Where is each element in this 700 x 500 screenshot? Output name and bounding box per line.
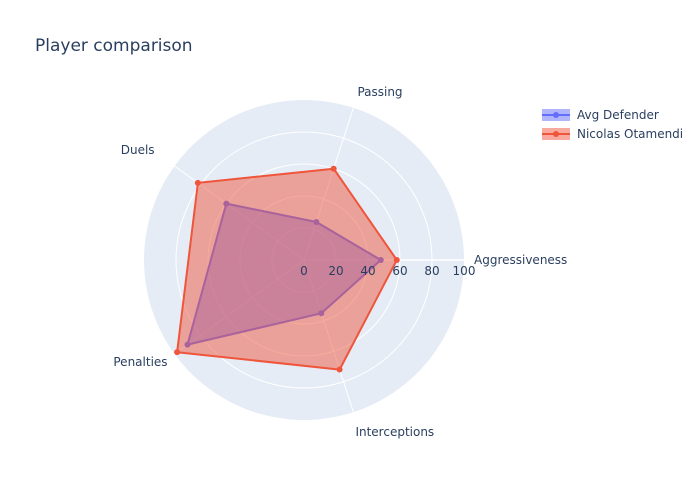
axis-label-aggressiveness: Aggressiveness — [474, 253, 567, 267]
series-area-1 — [176, 167, 398, 371]
radial-tick-label: 60 — [392, 264, 407, 278]
data-point — [336, 366, 343, 373]
axis-label-penalties: Penalties — [113, 355, 167, 369]
legend-marker — [553, 112, 559, 118]
legend-marker — [553, 131, 559, 137]
legend-item[interactable]: Nicolas Otamendi — [542, 127, 683, 141]
axis-label-passing: Passing — [357, 85, 402, 99]
axis-label-interceptions: Interceptions — [355, 425, 434, 439]
legend-label: Avg Defender — [577, 108, 659, 122]
radial-tick-label: 20 — [328, 264, 343, 278]
radial-tick-label: 0 — [300, 264, 308, 278]
legend-item[interactable]: Avg Defender — [542, 108, 659, 122]
data-point — [393, 257, 400, 263]
chart-title: Player comparison — [35, 36, 193, 56]
radial-tick-label: 100 — [453, 264, 476, 278]
axis-label-duels: Duels — [121, 143, 155, 157]
data-point — [194, 179, 201, 186]
data-point — [330, 165, 337, 172]
radial-tick-label: 80 — [424, 264, 439, 278]
data-point — [174, 349, 181, 356]
radial-tick-label: 40 — [360, 264, 375, 278]
legend-label: Nicolas Otamendi — [577, 127, 683, 141]
